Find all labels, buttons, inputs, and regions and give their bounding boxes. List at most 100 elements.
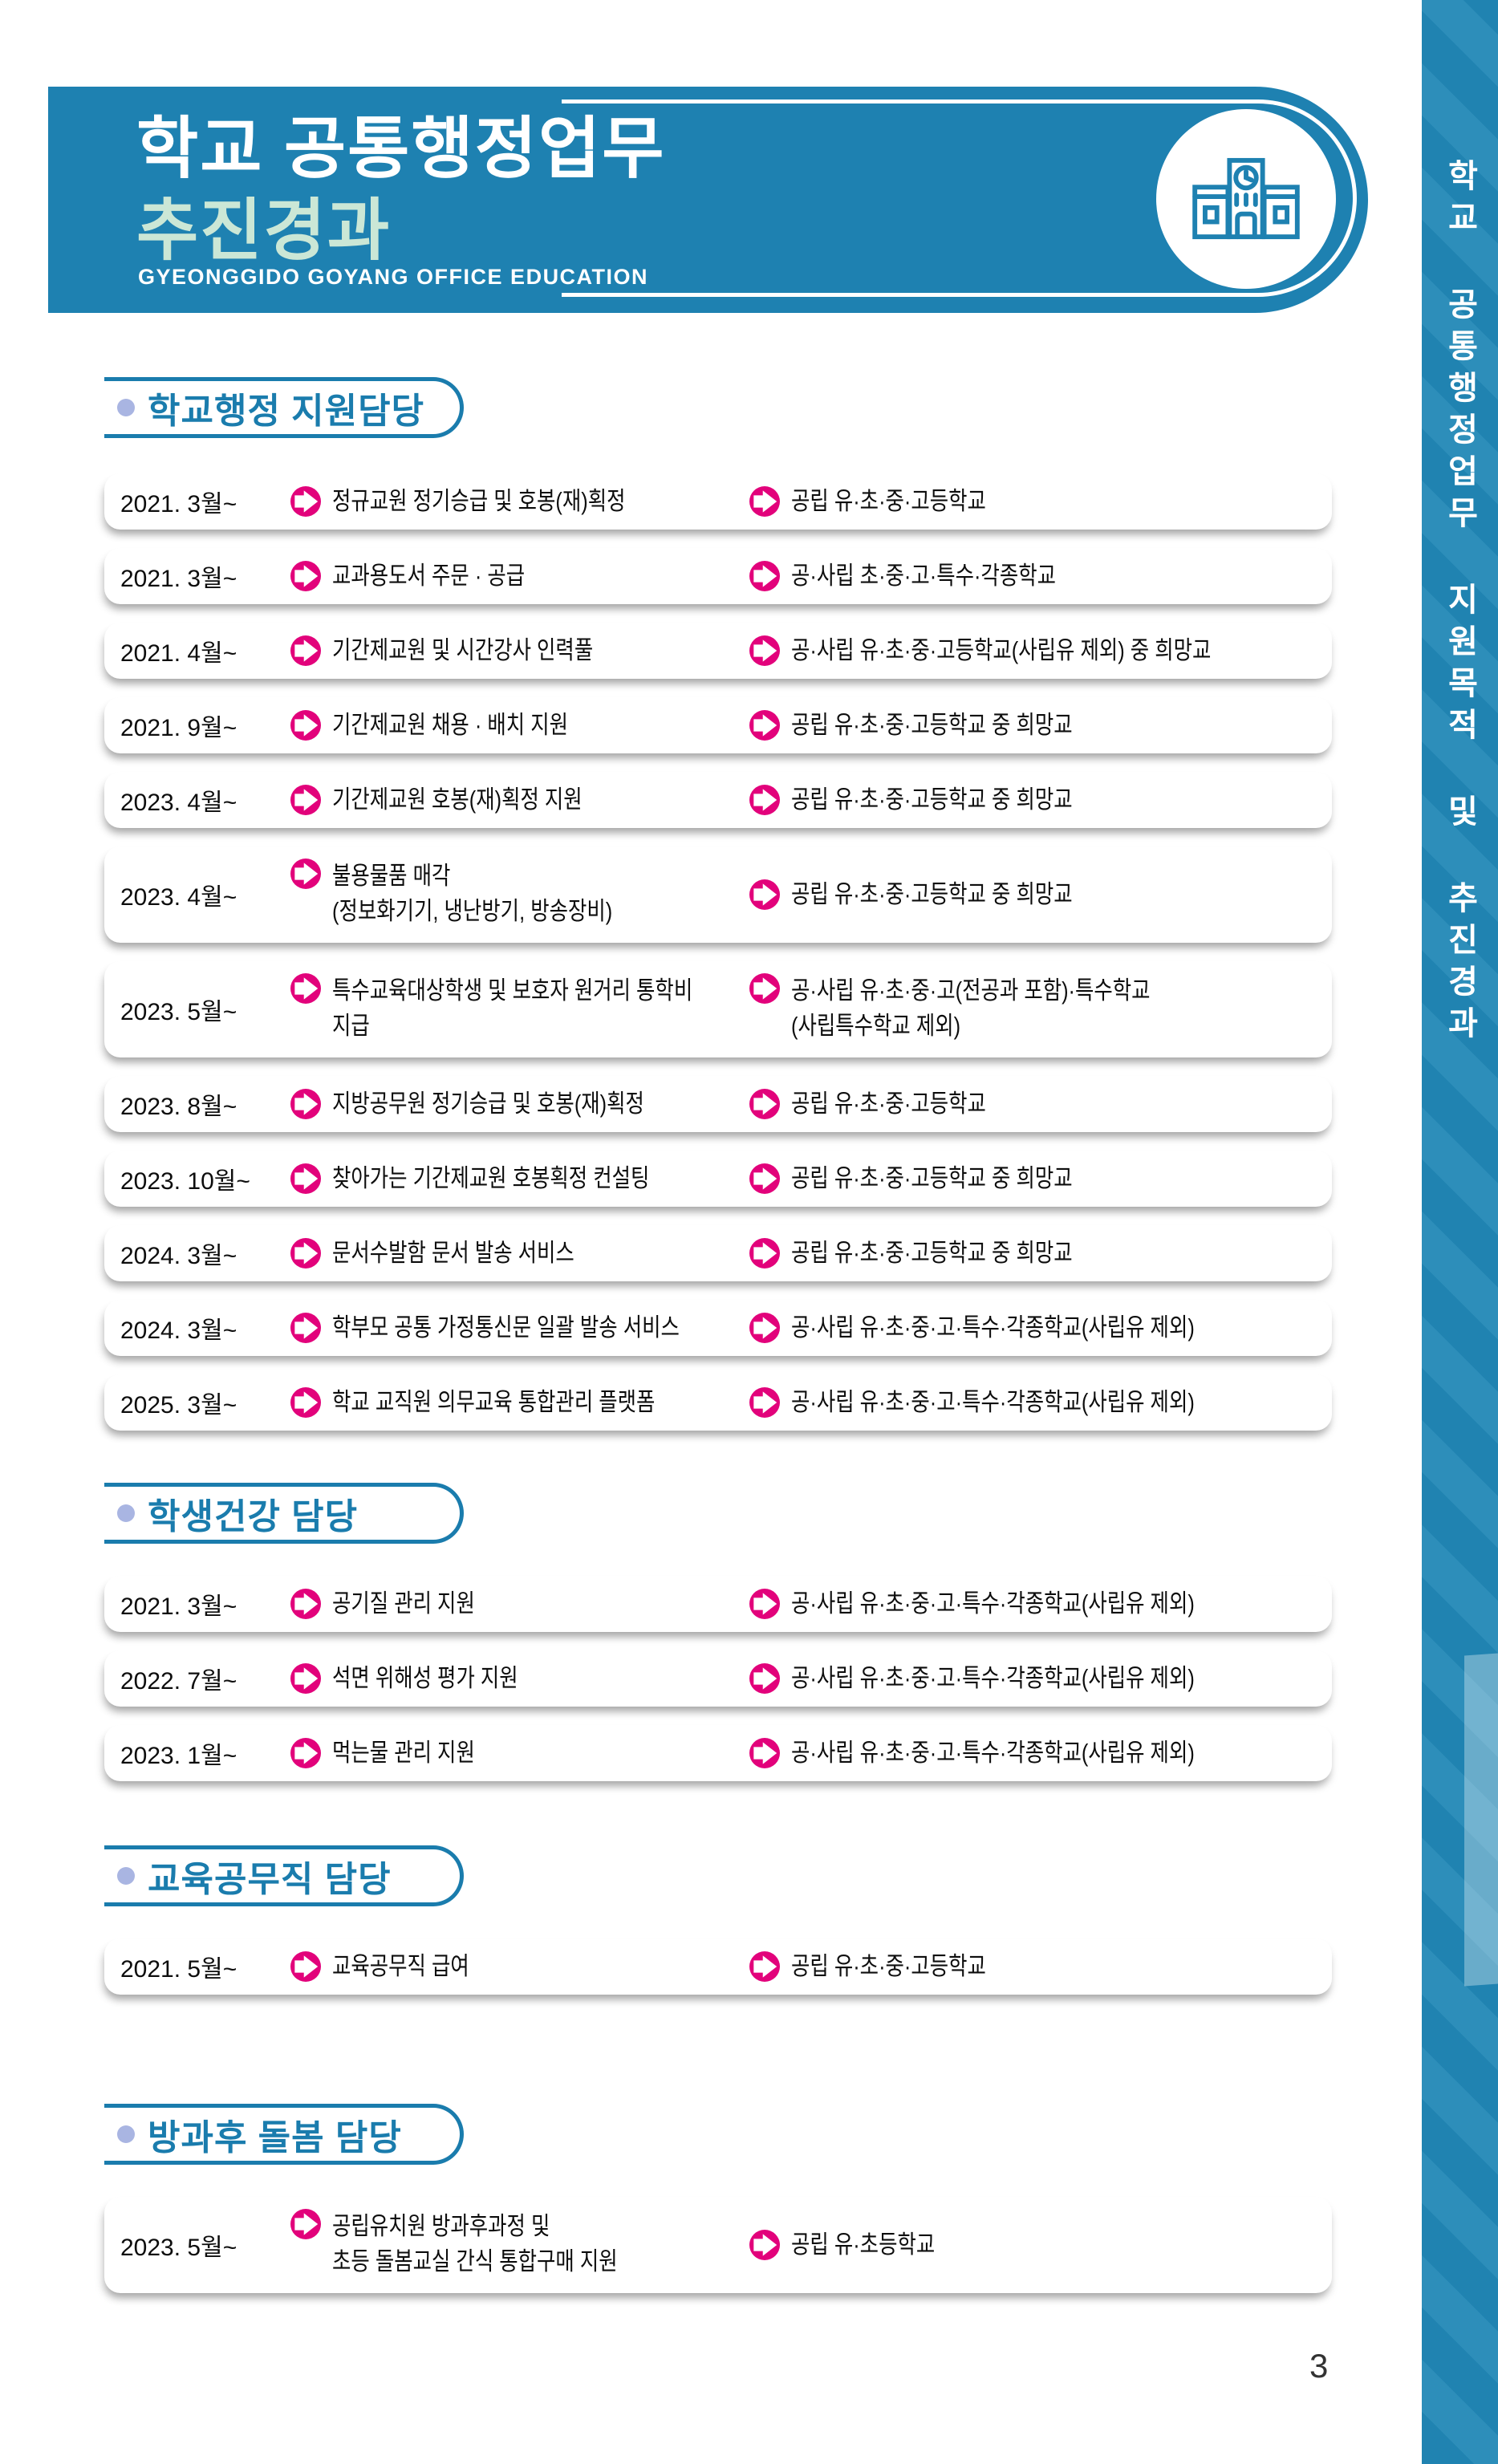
section-header-pill: 방과후 돌봄 담당 (104, 2104, 464, 2165)
row-target: 공·사립 유·초·중·고(전공과 포함)·특수학교 (사립특수학교 제외) (791, 976, 1151, 1040)
row-task-group: 기간제교원 호봉(재)획정 지원 (290, 782, 749, 818)
row-target-group: 공립 유·초·중·고등학교 중 희망교 (749, 1161, 1316, 1196)
row-task-group: 교과용도서 주문 · 공급 (290, 558, 749, 594)
bullet-dot-icon (117, 2125, 135, 2143)
row-target-group: 공·사립 유·초·중·고·특수·각종학교(사립유 제외) (749, 1385, 1316, 1420)
section: 학생건강 담당 2021. 3월~ 공기질 관리 지원 공·사립 유·초·중·고… (104, 1483, 1332, 1800)
section-header-pill: 학생건강 담당 (104, 1483, 464, 1544)
row-date: 2023. 4월~ (120, 790, 237, 816)
table-row: 2025. 3월~ 학교 교직원 의무교육 통합관리 플랫폼 공·사립 유·초·… (104, 1374, 1332, 1431)
section: 학교행정 지원담당 2021. 3월~ 정규교원 정기승급 및 호봉(재)획정 … (104, 377, 1332, 1449)
row-date: 2023. 4월~ (120, 884, 237, 911)
section-title: 교육공무직 담당 (148, 1860, 392, 1899)
row-target-group: 공·사립 유·초·중·고·특수·각종학교(사립유 제외) (749, 1586, 1316, 1622)
row-target-group: 공·사립 유·초·중·고등학교(사립유 제외) 중 희망교 (749, 633, 1316, 668)
row-task-group: 공기질 관리 지원 (290, 1586, 749, 1622)
table-row: 2023. 4월~ 기간제교원 호봉(재)획정 지원 공립 유·초·중·고등학교… (104, 772, 1332, 828)
section-header-pill: 학교행정 지원담당 (104, 377, 464, 438)
arrow-right-icon (749, 1663, 780, 1694)
row-task: 특수교육대상학생 및 보호자 원거리 통학비 지급 (332, 976, 693, 1040)
row-date: 2025. 3월~ (120, 1392, 237, 1419)
row-target: 공·사립 유·초·중·고·특수·각종학교(사립유 제외) (791, 1739, 1195, 1767)
row-date: 2023. 1월~ (120, 1743, 237, 1769)
table-row: 2023. 5월~ 공립유치원 방과후과정 및 초등 돌봄교실 간식 통합구매 지… (104, 2197, 1332, 2293)
row-task: 교육공무직 급여 (332, 1952, 469, 1980)
page-title-line2: 추진경과 (136, 193, 392, 268)
sidebar-stripe-band: 학교 공통행정업무 지원목적 및 추진경과 (1422, 0, 1498, 2464)
row-target-group: 공·사립 초·중·고·특수·각종학교 (749, 558, 1316, 594)
row-date: 2023. 10월~ (120, 1168, 250, 1195)
arrow-right-icon (749, 635, 780, 666)
table-row: 2023. 5월~ 특수교육대상학생 및 보호자 원거리 통학비 지급 공·사립 … (104, 961, 1332, 1057)
row-task-group: 정규교원 정기승급 및 호봉(재)획정 (290, 484, 749, 519)
section-header-pill: 교육공무직 담당 (104, 1845, 464, 1906)
row-task-group: 석면 위해성 평가 지원 (290, 1661, 749, 1696)
page-title-line1: 학교 공통행정업무 (136, 111, 666, 186)
arrow-right-icon (290, 561, 321, 591)
row-target: 공립 유·초·중·고등학교 중 희망교 (791, 785, 1073, 814)
table-row: 2023. 4월~ 불용물품 매각 (정보화기기, 냉난방기, 방송장비) 공립 … (104, 846, 1332, 943)
row-date: 2021. 3월~ (120, 566, 237, 592)
row-date: 2022. 7월~ (120, 1668, 237, 1695)
arrow-right-icon (290, 710, 321, 741)
row-target-group: 공·사립 유·초·중·고·특수·각종학교(사립유 제외) (749, 1310, 1316, 1346)
section-rows: 2021. 3월~ 공기질 관리 지원 공·사립 유·초·중·고·특수·각종학교… (104, 1576, 1332, 1781)
office-subtitle: GYEONGGIDO GOYANG OFFICE EDUCATION (138, 265, 649, 289)
arrow-right-icon (749, 1089, 780, 1119)
row-task: 기간제교원 및 시간강사 인력풀 (332, 636, 594, 664)
arrow-right-icon (290, 1163, 321, 1194)
row-target-group: 공·사립 유·초·중·고(전공과 포함)·특수학교 (사립특수학교 제외) (749, 961, 1316, 1057)
arrow-right-icon (749, 561, 780, 591)
row-target-group: 공립 유·초·중·고등학교 중 희망교 (749, 877, 1316, 912)
section: 교육공무직 담당 2021. 5월~ 교육공무직 급여 공립 유·초·중·고등학… (104, 1845, 1332, 2013)
section-title: 학교행정 지원담당 (148, 392, 425, 431)
row-target: 공·사립 유·초·중·고·특수·각종학교(사립유 제외) (791, 1313, 1195, 1342)
row-task: 공립유치원 방과후과정 및 초등 돌봄교실 간식 통합구매 지원 (332, 2212, 618, 2275)
section-rows: 2021. 5월~ 교육공무직 급여 공립 유·초·중·고등학교 (104, 1938, 1332, 1995)
sidebar-highlight-tab (1464, 1653, 1498, 1987)
row-task: 학부모 공통 가정통신문 일괄 발송 서비스 (332, 1313, 680, 1342)
row-target-group: 공립 유·초등학교 (749, 2227, 1316, 2263)
section-rows: 2021. 3월~ 정규교원 정기승급 및 호봉(재)획정 공립 유·초·중·고… (104, 473, 1332, 1431)
row-target: 공립 유·초등학교 (791, 2231, 936, 2259)
table-row: 2021. 3월~ 공기질 관리 지원 공·사립 유·초·중·고·특수·각종학교… (104, 1576, 1332, 1632)
row-target-group: 공·사립 유·초·중·고·특수·각종학교(사립유 제외) (749, 1661, 1316, 1696)
table-row: 2024. 3월~ 학부모 공통 가정통신문 일괄 발송 서비스 공·사립 유·… (104, 1300, 1332, 1356)
row-task-group: 기간제교원 및 시간강사 인력풀 (290, 633, 749, 668)
arrow-right-icon (290, 1951, 321, 1982)
row-date: 2021. 9월~ (120, 715, 237, 741)
section-title: 학생건강 담당 (148, 1497, 359, 1536)
arrow-right-icon (290, 859, 321, 889)
row-task: 불용물품 매각 (정보화기기, 냉난방기, 방송장비) (332, 862, 613, 925)
table-row: 2023. 8월~ 지방공무원 정기승급 및 호봉(재)획정 공립 유·초·중·… (104, 1076, 1332, 1132)
row-date: 2021. 3월~ (120, 491, 237, 518)
row-target: 공립 유·초·중·고등학교 중 희망교 (791, 1239, 1073, 1267)
row-task: 석면 위해성 평가 지원 (332, 1664, 518, 1692)
row-task: 찾아가는 기간제교원 호봉획정 컨설팅 (332, 1164, 650, 1192)
row-target: 공립 유·초·중·고등학교 (791, 487, 986, 515)
row-target-group: 공·사립 유·초·중·고·특수·각종학교(사립유 제외) (749, 1735, 1316, 1771)
arrow-right-icon (290, 635, 321, 666)
arrow-right-icon (749, 710, 780, 741)
row-date: 2023. 5월~ (120, 2235, 237, 2261)
table-row: 2021. 3월~ 정규교원 정기승급 및 호봉(재)획정 공립 유·초·중·고… (104, 473, 1332, 530)
section-title: 방과후 돌봄 담당 (148, 2118, 402, 2158)
row-target: 공·사립 유·초·중·고·특수·각종학교(사립유 제외) (791, 1388, 1195, 1416)
row-task-group: 학교 교직원 의무교육 통합관리 플랫폼 (290, 1385, 749, 1420)
row-date: 2021. 4월~ (120, 640, 237, 667)
row-task-group: 지방공무원 정기승급 및 호봉(재)획정 (290, 1086, 749, 1122)
row-target-group: 공립 유·초·중·고등학교 (749, 1949, 1316, 1984)
row-date: 2021. 3월~ (120, 1593, 237, 1620)
row-target-group: 공립 유·초·중·고등학교 (749, 1086, 1316, 1122)
header-band: 학교 공통행정업무 추진경과 GYEONGGIDO GOYANG OFFICE … (48, 87, 1368, 313)
header-ring-outline (562, 99, 1357, 297)
row-task: 교과용도서 주문 · 공급 (332, 562, 526, 590)
arrow-right-icon (749, 1163, 780, 1194)
section-rows: 2023. 5월~ 공립유치원 방과후과정 및 초등 돌봄교실 간식 통합구매 지… (104, 2197, 1332, 2293)
bullet-dot-icon (117, 1504, 135, 1522)
row-task-group: 공립유치원 방과후과정 및 초등 돌봄교실 간식 통합구매 지원 (290, 2197, 749, 2293)
row-task: 지방공무원 정기승급 및 호봉(재)획정 (332, 1090, 644, 1118)
table-row: 2024. 3월~ 문서수발함 문서 발송 서비스 공립 유·초·중·고등학교 … (104, 1225, 1332, 1281)
row-task: 먹는물 관리 지원 (332, 1739, 475, 1767)
row-target: 공·사립 초·중·고·특수·각종학교 (791, 562, 1057, 590)
